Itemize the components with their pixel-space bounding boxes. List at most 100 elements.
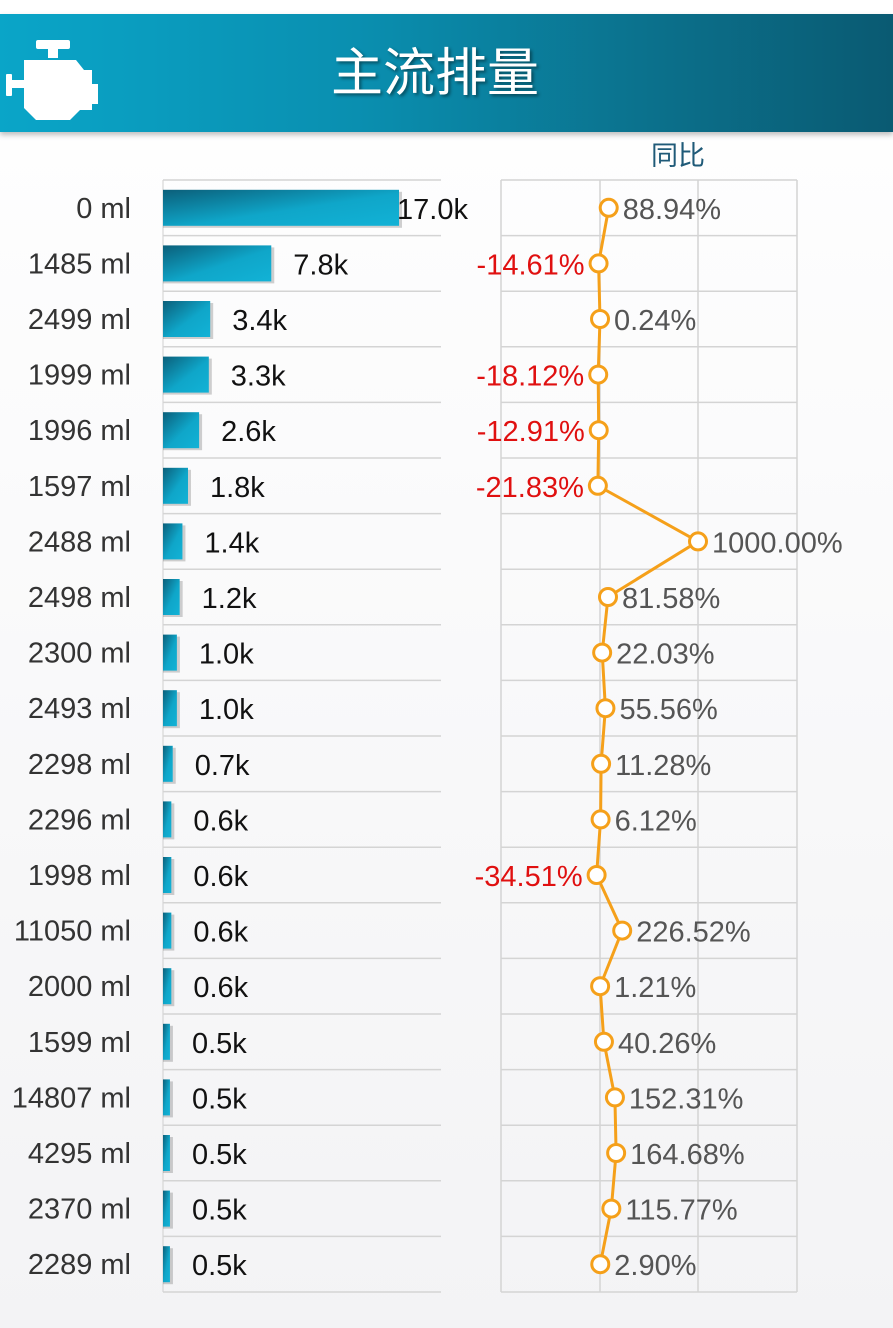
yoy-point xyxy=(590,309,611,329)
header-banner: 主流排量 xyxy=(0,14,893,132)
yoy-label: 11.28% xyxy=(615,750,711,782)
yoy-label: 22.03% xyxy=(616,639,714,671)
bar-value-label: 1.0k xyxy=(199,639,254,671)
bar xyxy=(163,1135,170,1171)
yoy-label: 115.77% xyxy=(625,1195,737,1227)
yoy-label: 88.94% xyxy=(623,194,721,226)
yoy-point xyxy=(590,809,611,830)
yoy-label: 2.90% xyxy=(614,1250,696,1282)
yoy-label: -12.91% xyxy=(477,416,585,448)
bar-value-label: 1.4k xyxy=(204,527,259,559)
yoy-point xyxy=(588,253,609,274)
bar-value-label: 1.8k xyxy=(210,472,265,504)
category-label: 11050 ml xyxy=(14,916,131,948)
bar-value-label: 3.4k xyxy=(232,305,287,337)
yoy-label: -18.12% xyxy=(476,361,584,393)
bar-value-label: 0.7k xyxy=(195,750,250,782)
yoy-label: 164.68% xyxy=(630,1139,745,1171)
bar-value-label: 0.6k xyxy=(193,917,248,949)
grid xyxy=(162,179,798,1293)
bars xyxy=(163,189,402,1285)
bar xyxy=(163,1190,170,1227)
yoy-point xyxy=(604,1087,625,1108)
bar xyxy=(163,189,399,226)
bar xyxy=(163,912,172,949)
bar xyxy=(163,968,172,1005)
category-label: 2493 ml xyxy=(28,693,131,725)
bar xyxy=(163,356,209,393)
bar xyxy=(163,690,177,727)
category-label: 1999 ml xyxy=(28,360,131,392)
category-labels: 0 ml 1485 ml 2499 ml 1999 ml 1996 ml 1597 ml 2… xyxy=(12,193,131,1281)
bar-value-label: 0.6k xyxy=(193,805,248,837)
category-label: 1485 ml xyxy=(28,248,131,280)
bar-value-label: 0.6k xyxy=(193,972,248,1004)
bar xyxy=(163,857,172,893)
category-label: 2298 ml xyxy=(28,749,131,781)
yoy-point xyxy=(586,865,607,885)
yoy-label: 40.26% xyxy=(618,1028,716,1060)
yoy-label: -21.83% xyxy=(476,472,584,504)
yoy-point xyxy=(612,920,633,941)
category-label: 1599 ml xyxy=(28,1027,131,1059)
yoy-point xyxy=(598,197,619,218)
yoy-label: 6.12% xyxy=(615,805,697,837)
bar xyxy=(163,634,177,671)
bar xyxy=(163,301,211,337)
bar xyxy=(163,1246,170,1283)
yoy-point xyxy=(592,642,613,663)
bar-value-label: 17.0k xyxy=(397,194,468,226)
bar-value-label: 0.5k xyxy=(192,1028,247,1060)
bar-value-label: 1.0k xyxy=(199,694,254,726)
yoy-label: 152.31% xyxy=(629,1083,744,1115)
category-label: 2296 ml xyxy=(28,804,131,836)
yoy-label: 1000.00% xyxy=(712,527,843,559)
bar-value-label: 0.5k xyxy=(192,1139,247,1171)
yoy-points xyxy=(586,197,708,1275)
yoy-label: 1.21% xyxy=(614,972,696,1004)
yoy-label: -14.61% xyxy=(477,249,585,281)
category-label: 2488 ml xyxy=(28,526,131,558)
yoy-point xyxy=(597,587,618,607)
bar-value-label: 7.8k xyxy=(293,249,348,281)
bar xyxy=(163,412,200,449)
yoy-labels: 88.94% -14.61% 0.24% -18.12% -12.91% -21.83% 1… xyxy=(475,194,843,1282)
yoy-point xyxy=(591,753,612,774)
yoy-label: 226.52% xyxy=(636,917,751,949)
yoy-label: 81.58% xyxy=(622,583,720,615)
yoy-point xyxy=(606,1143,627,1163)
bar xyxy=(163,523,183,560)
bar-value-label: 0.6k xyxy=(193,861,248,893)
category-label: 2370 ml xyxy=(28,1194,131,1226)
bar xyxy=(163,245,272,282)
yoy-point xyxy=(595,698,616,719)
yoy-point xyxy=(587,475,608,496)
bar xyxy=(163,1023,170,1060)
yoy-label: -34.51% xyxy=(475,861,583,893)
yoy-point xyxy=(601,1198,622,1219)
category-label: 1597 ml xyxy=(28,471,131,503)
yoy-point xyxy=(593,1031,614,1052)
bar-value-labels: 17.0k 7.8k3.4k 3.3k 2.6k 1.8k 1.4k 1.2k 1.0k 1.0… xyxy=(192,194,469,1282)
engine-icon xyxy=(6,40,98,120)
category-label: 2000 ml xyxy=(28,971,131,1003)
bar-value-label: 0.5k xyxy=(192,1250,247,1282)
yoy-point xyxy=(588,364,609,385)
yoy-label: 0.24% xyxy=(614,305,696,337)
bar xyxy=(163,1079,170,1116)
bar-value-label: 1.2k xyxy=(202,583,257,615)
bar-value-label: 3.3k xyxy=(231,361,286,393)
category-label: 1998 ml xyxy=(28,860,131,892)
category-label: 2300 ml xyxy=(28,638,131,670)
yoy-point xyxy=(590,976,611,997)
yoy-label: 55.56% xyxy=(619,694,717,726)
category-label: 2499 ml xyxy=(28,304,131,336)
yoy-point xyxy=(590,1254,611,1275)
bar xyxy=(163,745,173,782)
bar-value-label: 0.5k xyxy=(192,1083,247,1115)
page-title: 主流排量 xyxy=(330,44,539,104)
bar xyxy=(163,801,172,838)
bar-value-label: 0.5k xyxy=(192,1195,247,1227)
bar xyxy=(163,467,188,504)
